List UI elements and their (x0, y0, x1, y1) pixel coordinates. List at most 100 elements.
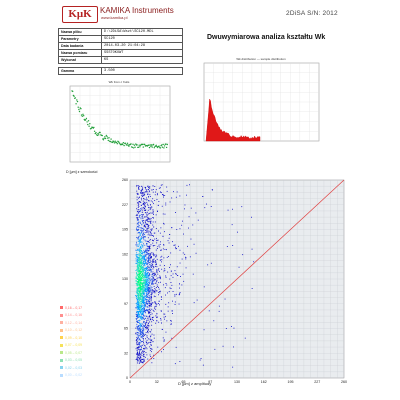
scatter-point (174, 294, 176, 296)
scatter-point (142, 276, 144, 278)
scatter-point (153, 275, 155, 277)
scatter-point (139, 231, 141, 233)
scatter-point (137, 273, 139, 275)
scatter-point (149, 302, 151, 304)
scatter-point (146, 278, 148, 280)
scatter-point (145, 187, 147, 188)
scatter-point (139, 316, 141, 318)
scatter-point (145, 248, 147, 250)
scatter-point (141, 262, 143, 263)
left-series-point (165, 146, 168, 149)
scatter-point (138, 314, 140, 316)
scatter-point (137, 327, 139, 329)
scatter-point (140, 262, 141, 264)
scatter-point (152, 341, 154, 343)
scatter-point (137, 288, 139, 290)
info-value: SSSTOKOWT (101, 49, 183, 57)
scatter-point (146, 290, 147, 292)
scatter-point (143, 275, 144, 277)
scatter-point (151, 351, 152, 353)
scatter-point (141, 257, 143, 259)
scatter-point (163, 244, 165, 246)
scatter-point (151, 358, 152, 360)
scatter-point (146, 223, 148, 225)
scatter-point (141, 252, 143, 254)
scatter-point (140, 290, 142, 292)
left-series-point (141, 143, 144, 146)
scatter-point (141, 268, 143, 270)
legend-label: 0,05 – 0,07 (65, 350, 82, 355)
scatter-point (151, 283, 153, 285)
scatter-point (146, 339, 148, 341)
scatter-point (154, 279, 156, 281)
x-tick-label: 162 (261, 380, 267, 384)
scatter-point (137, 339, 139, 341)
scatter-point (164, 268, 166, 270)
scatter-point (143, 335, 145, 336)
scatter-point (141, 188, 143, 190)
scatter-point (143, 339, 144, 341)
scatter-point (144, 286, 146, 288)
scatter-point (138, 189, 140, 190)
scatter-point (163, 340, 165, 342)
scatter-point (139, 293, 141, 295)
legend-item: 0,05 – 0,07 (60, 349, 82, 357)
scatter-point (153, 280, 155, 282)
scatter-point (143, 330, 144, 332)
scatter-point (137, 300, 138, 302)
scatter-point (142, 237, 144, 239)
scatter-point (136, 284, 138, 286)
scatter-point (163, 339, 165, 341)
scatter-point (143, 266, 145, 268)
scatter-point (140, 330, 142, 332)
scatter-point (137, 244, 139, 246)
scatter-point (140, 227, 142, 228)
scatter-point (136, 269, 137, 271)
scatter-point (203, 286, 205, 288)
scatter-point (143, 202, 145, 204)
scatter-point (137, 221, 139, 223)
scatter-point (144, 304, 146, 305)
scatter-point (144, 347, 146, 349)
scatter-point (138, 297, 140, 299)
scatter-point (139, 307, 141, 309)
scatter-point (157, 277, 159, 279)
scatter-point (139, 255, 141, 256)
scatter-point (156, 240, 158, 241)
scatter-point (147, 192, 149, 194)
scatter-point (150, 208, 152, 210)
scatter-point (147, 269, 148, 271)
scatter-point (146, 228, 148, 230)
scatter-point (152, 185, 154, 187)
scatter-point (151, 266, 152, 268)
scatter-point (143, 358, 145, 360)
scatter-point (167, 292, 168, 294)
scatter-point (156, 313, 158, 315)
scatter-point (149, 288, 151, 290)
scatter-point (153, 240, 154, 242)
scatter-point (144, 311, 146, 313)
scatter-point (153, 291, 155, 293)
scatter-point (141, 308, 143, 309)
scatter-point (149, 297, 151, 299)
scatter-point (148, 295, 150, 297)
scatter-point (213, 320, 215, 322)
scatter-point (141, 250, 142, 251)
scatter-point (150, 356, 152, 357)
scatter-point (145, 267, 147, 269)
scatter-point (138, 258, 140, 259)
scatter-point (138, 313, 140, 315)
scatter-point (150, 286, 152, 288)
scatter-point (138, 226, 140, 228)
scatter-point (144, 264, 145, 265)
scatter-point (139, 311, 141, 313)
scatter-point (146, 252, 148, 254)
scatter-point (150, 269, 152, 271)
scatter-point (169, 201, 171, 203)
scatter-point (147, 272, 148, 274)
scatter-point (146, 211, 148, 213)
scatter-point (146, 293, 147, 295)
scatter-point (138, 329, 140, 331)
scatter-point (145, 303, 147, 305)
scatter-point (139, 309, 141, 311)
